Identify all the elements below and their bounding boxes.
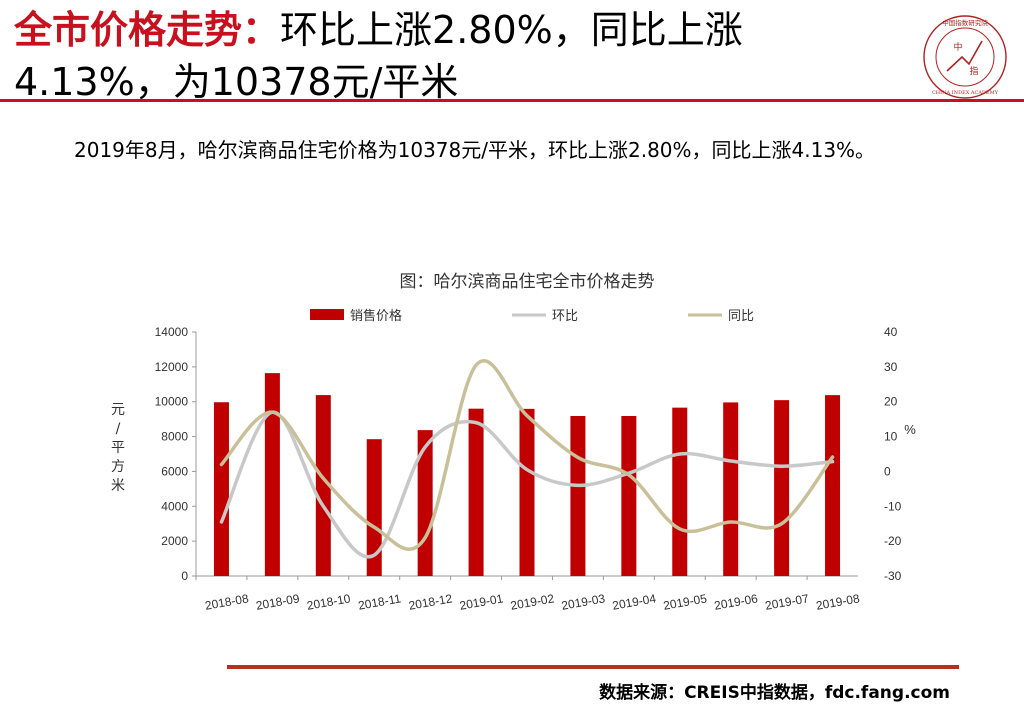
legend-label-2: 同比	[728, 309, 754, 324]
y2-tick-label: -30	[884, 569, 902, 583]
y-axis-label-char: 平	[111, 440, 125, 456]
y2-tick-label: 0	[884, 464, 891, 478]
y-tick-label: 12000	[155, 360, 189, 374]
y2-tick-label: 40	[884, 325, 898, 339]
title-underline	[0, 99, 1024, 102]
title-line1: 环比上涨2.80%，同比上涨	[280, 8, 743, 52]
y-tick-label: 10000	[155, 395, 189, 409]
bar-2019-03	[570, 416, 586, 576]
bar-2019-04	[621, 416, 637, 576]
y-axis-label-char: 米	[111, 478, 125, 494]
x-tick-label: 2018-11	[357, 591, 402, 612]
bar-2018-11	[366, 439, 382, 576]
bar-2018-08	[213, 402, 229, 576]
footer-rule	[227, 665, 959, 669]
y2-axis-label: %	[904, 422, 916, 437]
bar-2018-12	[417, 430, 433, 576]
bar-2019-05	[672, 407, 688, 576]
series-line-2	[219, 359, 835, 551]
y2-tick-label: 10	[884, 430, 898, 444]
logo-ring-text: 中国指数研究院	[942, 18, 988, 27]
bar-2019-01	[468, 408, 484, 576]
y-axis-label-char: /	[116, 421, 121, 437]
series-line-1	[219, 410, 835, 559]
title-accent: 全市价格走势：	[14, 8, 281, 52]
legend-label-1: 环比	[552, 309, 578, 324]
y-axis-label-char: 方	[111, 459, 125, 475]
logo-center-top: 中	[953, 41, 962, 53]
bar-2019-08	[825, 395, 841, 576]
china-index-academy-logo: 中国指数研究院 CHINA INDEX ACADEMY 中 指	[923, 15, 1007, 99]
y2-tick-label: 20	[884, 395, 898, 409]
title-line2: 4.13%，为10378元/平米	[14, 60, 459, 104]
y-tick-label: 2000	[161, 534, 188, 548]
x-tick-label: 2018-12	[408, 591, 454, 612]
bar-2019-07	[774, 400, 790, 576]
x-tick-label: 2019-08	[815, 591, 861, 612]
x-tick-label: 2019-03	[560, 591, 606, 612]
bar-2019-06	[723, 402, 739, 576]
y2-tick-label: -20	[884, 534, 902, 548]
logo-english-text: CHINA INDEX ACADEMY	[932, 90, 999, 96]
bar-2019-02	[519, 408, 535, 576]
y-tick-label: 14000	[155, 325, 189, 339]
data-source: 数据来源：CREIS中指数据，fdc.fang.com	[599, 683, 950, 703]
bar-2018-09	[264, 373, 280, 576]
y-tick-label: 8000	[161, 430, 188, 444]
bar-2018-10	[315, 395, 331, 576]
y2-tick-label: -10	[884, 499, 902, 513]
x-tick-label: 2018-09	[255, 591, 301, 612]
x-tick-label: 2018-10	[306, 591, 352, 612]
x-tick-label: 2018-08	[204, 591, 250, 612]
y-tick-label: 4000	[161, 499, 188, 513]
y2-tick-label: 30	[884, 360, 898, 374]
x-tick-label: 2019-02	[509, 591, 555, 612]
x-tick-label: 2019-01	[458, 591, 504, 612]
x-tick-label: 2019-04	[611, 591, 657, 612]
legend-label-0: 销售价格	[350, 308, 402, 324]
y-tick-label: 0	[181, 569, 188, 583]
summary-text: 2019年8月，哈尔滨商品住宅价格为10378元/平米，环比上涨2.80%，同比…	[74, 138, 876, 162]
x-tick-label: 2019-05	[662, 591, 708, 612]
y-axis-label-char: 元	[111, 402, 125, 418]
logo-trend-mark	[946, 40, 983, 72]
y-tick-label: 6000	[161, 464, 188, 478]
chart-title: 图：哈尔滨商品住宅全市价格走势	[400, 272, 655, 292]
logo-center-bottom: 指	[969, 65, 978, 77]
x-tick-label: 2019-06	[713, 591, 759, 612]
x-tick-label: 2019-07	[764, 591, 810, 612]
page-title: 全市价格走势：环比上涨2.80%，同比上涨 4.13%，为10378元/平米	[14, 4, 894, 108]
legend-swatch-0	[310, 309, 344, 320]
